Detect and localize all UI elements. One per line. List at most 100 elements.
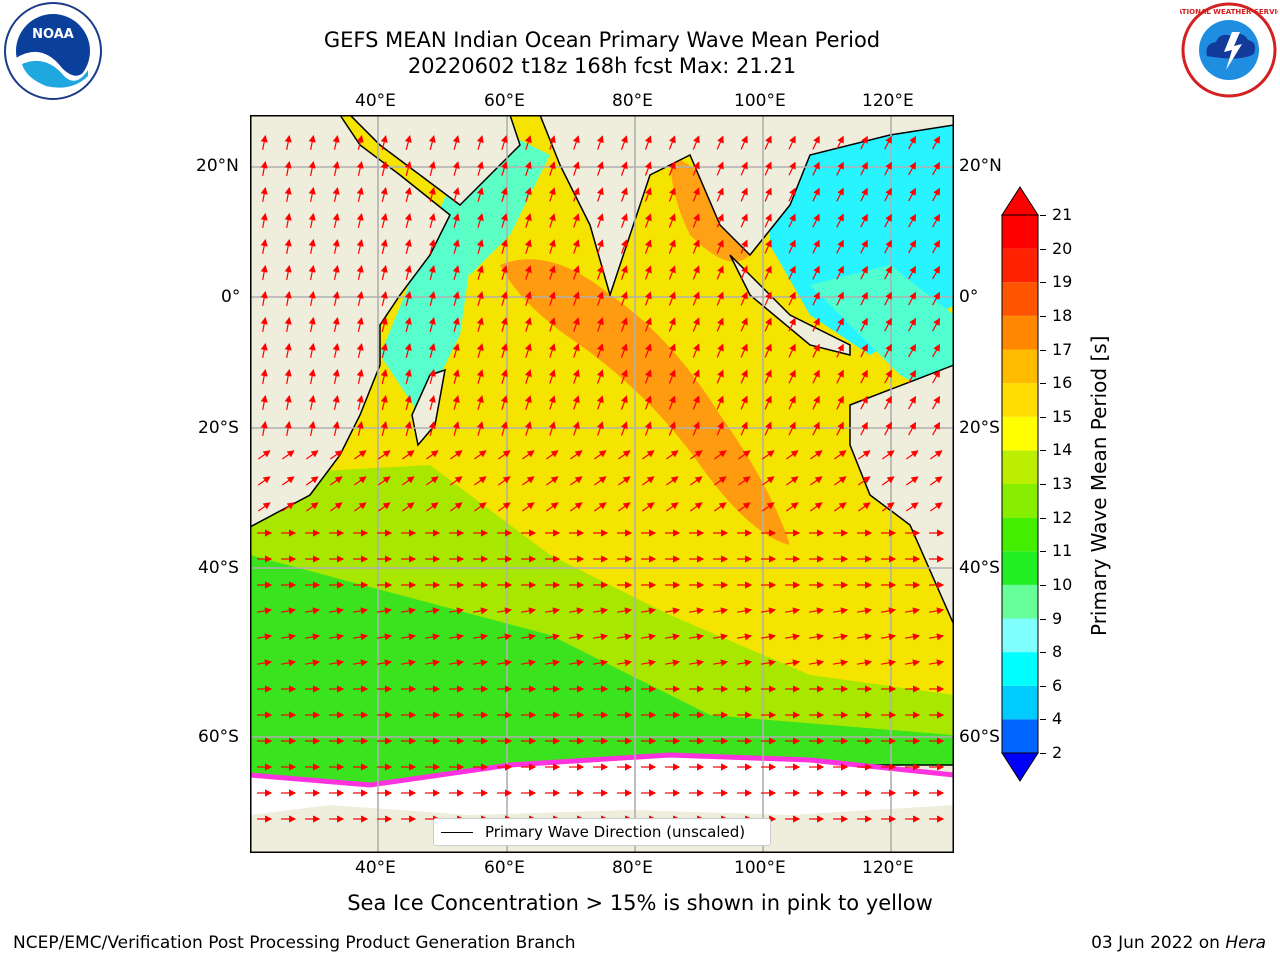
- wave-direction-arrow: [280, 607, 297, 615]
- wave-direction-arrow: [812, 343, 820, 358]
- wave-direction-arrow: [764, 135, 772, 150]
- wave-direction-arrow: [809, 450, 823, 460]
- wave-direction-arrow: [260, 316, 268, 333]
- wave-direction-arrow: [356, 291, 364, 306]
- wave-direction-arrow: [668, 213, 676, 228]
- wave-direction-arrow: [260, 368, 268, 385]
- wave-direction-arrow: [740, 395, 748, 410]
- land-madagascar: [411, 368, 446, 447]
- wave-direction-arrow: [256, 633, 273, 641]
- wave-direction-arrow: [356, 135, 364, 150]
- wave-direction-arrow: [860, 265, 868, 280]
- wave-direction-arrow: [884, 239, 892, 254]
- wave-direction-arrow: [929, 502, 943, 512]
- wave-direction-arrow: [329, 476, 343, 486]
- wave-direction-arrow: [448, 659, 465, 667]
- wave-direction-arrow: [452, 239, 460, 254]
- wave-direction-arrow: [788, 343, 796, 358]
- wave-direction-arrow: [716, 369, 724, 384]
- wave-direction-arrow: [716, 135, 724, 150]
- wave-direction-arrow: [884, 421, 892, 436]
- wave-direction-arrow: [284, 316, 292, 333]
- wave-direction-arrow: [785, 450, 799, 460]
- colorbar-tick-mark: [1040, 383, 1046, 385]
- wave-direction-arrow: [476, 187, 484, 202]
- wave-direction-arrow: [905, 502, 919, 512]
- wave-direction-arrow: [928, 633, 945, 641]
- wave-direction-arrow: [452, 213, 460, 228]
- wave-direction-arrow: [716, 343, 724, 358]
- wave-direction-arrow: [596, 187, 604, 202]
- wave-direction-arrow: [740, 239, 748, 254]
- chart-title: GEFS MEAN Indian Ocean Primary Wave Mean…: [323, 28, 881, 52]
- colorbar-segment: [1002, 484, 1038, 518]
- wave-direction-arrow: [356, 161, 364, 176]
- wave-direction-arrow: [332, 369, 340, 384]
- wave-direction-arrow: [448, 607, 465, 615]
- wave-direction-arrow: [257, 450, 271, 460]
- wave-direction-arrow: [452, 291, 460, 306]
- wave-direction-arrow: [620, 239, 628, 254]
- wave-direction-arrow: [404, 343, 412, 358]
- wave-direction-arrow: [400, 607, 417, 615]
- wave-direction-arrow: [500, 161, 508, 176]
- chart-subtitle: 20220602 t18z 168h fcst Max: 21.21: [407, 54, 797, 78]
- wave-direction-arrow: [808, 659, 825, 667]
- wave-direction-arrow: [692, 317, 700, 332]
- wave-direction-arrow: [716, 395, 724, 410]
- wave-direction-arrow: [836, 421, 844, 436]
- wave-direction-arrow: [572, 343, 580, 358]
- right-lat-label-0: 0°: [959, 287, 979, 307]
- wave-direction-arrow: [884, 317, 892, 332]
- colorbar-tick-label: 20: [1052, 238, 1073, 258]
- wave-direction-arrow: [712, 659, 729, 667]
- colorbar-tick-mark: [1040, 652, 1046, 654]
- wave-direction-arrow: [280, 633, 297, 641]
- wave-direction-arrow: [857, 450, 871, 460]
- wave-direction-arrow: [376, 607, 393, 615]
- wave-direction-arrow: [620, 395, 628, 410]
- colorbar-tick-mark: [1040, 618, 1046, 620]
- wave-direction-arrow: [568, 633, 585, 641]
- wave-direction-arrow: [380, 395, 388, 410]
- wave-direction-arrows: [256, 134, 945, 823]
- wave-direction-arrow: [572, 265, 580, 280]
- colorbar-tick-mark: [1040, 517, 1046, 519]
- wave-direction-arrow: [836, 187, 844, 202]
- wave-direction-arrow: [929, 450, 943, 460]
- wave-direction-arrow: [524, 369, 532, 384]
- wave-direction-arrow: [332, 343, 340, 358]
- wave-direction-arrow: [596, 239, 604, 254]
- wave-direction-arrow: [692, 265, 700, 280]
- colorbar-tick-mark: [1040, 450, 1046, 452]
- wave-direction-arrow: [596, 395, 604, 410]
- wave-direction-arrow: [548, 291, 556, 306]
- colorbar-tick-mark: [1040, 484, 1046, 485]
- wave-direction-arrow: [332, 421, 340, 436]
- wave-direction-arrow: [328, 659, 345, 667]
- wave-direction-arrow: [664, 633, 681, 641]
- wave-direction-arrow: [833, 476, 847, 486]
- field-cyan-east: [810, 265, 954, 405]
- wave-direction-arrow: [616, 659, 633, 667]
- wave-direction-arrow: [689, 502, 703, 512]
- wave-direction-arrow: [404, 369, 412, 384]
- wave-direction-arrow: [764, 187, 772, 202]
- wave-direction-arrow: [548, 265, 556, 280]
- wave-direction-arrow: [616, 607, 633, 615]
- wave-direction-arrow: [449, 502, 463, 512]
- wave-direction-arrow: [904, 607, 921, 615]
- wave-direction-arrow: [812, 317, 820, 332]
- colorbar-segment: [1002, 719, 1038, 754]
- wave-direction-arrow: [716, 291, 724, 306]
- wave-direction-arrow: [881, 502, 895, 512]
- wave-direction-arrow: [836, 265, 844, 280]
- wave-direction-arrow: [784, 607, 801, 615]
- wave-direction-arrow: [760, 633, 777, 641]
- wave-direction-arrow: [884, 213, 892, 228]
- wave-direction-arrow: [496, 607, 513, 615]
- wave-direction-arrow: [548, 369, 556, 384]
- colorbar-segment: [1002, 517, 1038, 552]
- noaa-logo: NOAA: [2, 2, 104, 100]
- wave-direction-arrow: [812, 291, 820, 306]
